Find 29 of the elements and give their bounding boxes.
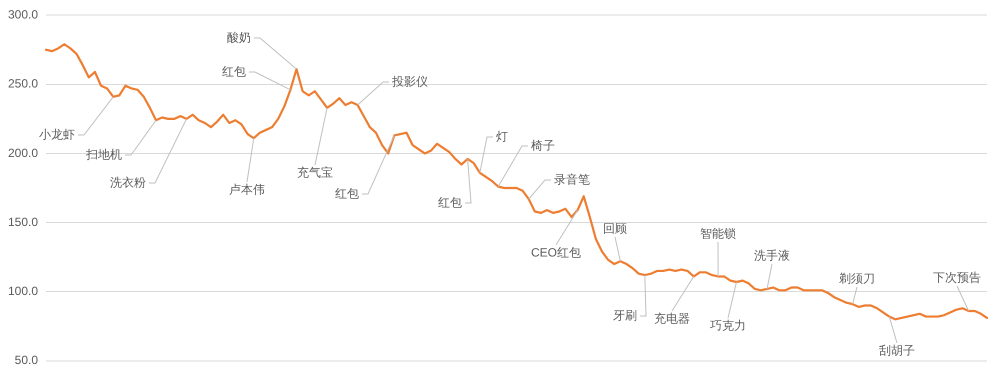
annotation: 红包 — [438, 195, 462, 210]
annotation: 充气宝 — [297, 165, 333, 180]
y-tick-label: 50.0 — [14, 353, 38, 368]
annotation: 回顾 — [603, 221, 627, 236]
annotation: 红包 — [335, 186, 359, 200]
annotation: 剃须刀 — [839, 271, 875, 286]
y-tick-label: 100.0 — [8, 284, 38, 298]
annotation: 智能锁 — [700, 226, 736, 240]
annotation: 洗衣粉 — [110, 175, 146, 190]
annotation: 下次预告 — [933, 270, 981, 284]
annotation: 洗手液 — [754, 248, 790, 262]
annotation: CEO红包 — [530, 245, 582, 260]
annotation: 投影仪 — [391, 74, 428, 88]
y-tick-label: 250.0 — [8, 76, 38, 91]
annotation: 卢本伟 — [229, 182, 265, 196]
annotation: 刮胡子 — [879, 343, 915, 358]
y-tick-label: 150.0 — [8, 214, 38, 229]
y-tick-label: 200.0 — [8, 146, 38, 160]
annotation: 椅子 — [531, 138, 555, 152]
annotation: 酸奶 — [227, 30, 251, 44]
annotation: 红包 — [222, 64, 246, 78]
annotation: 充电器 — [654, 311, 690, 326]
annotation: 录音笔 — [554, 172, 590, 186]
annotation: 小龙虾 — [39, 127, 75, 142]
y-tick-label: 300.0 — [8, 8, 38, 22]
annotation: 扫地机 — [85, 147, 122, 162]
annotation: 牙刷 — [613, 308, 637, 322]
annotation: 灯 — [496, 129, 508, 144]
annotation: 巧克力 — [710, 318, 746, 332]
